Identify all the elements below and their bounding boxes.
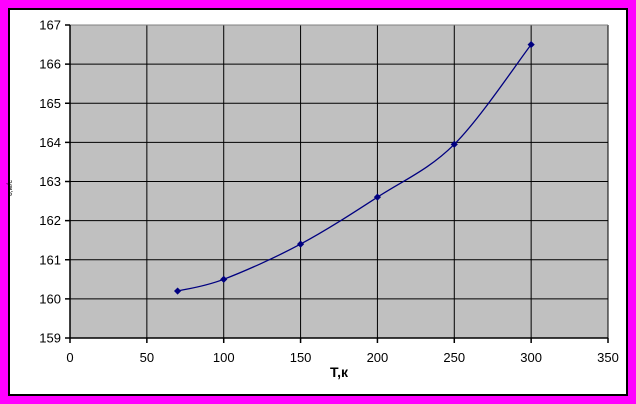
x-tick-label: 0	[66, 350, 73, 365]
data-point-marker	[296, 240, 305, 248]
x-tick-label: 200	[367, 350, 389, 365]
data-point-marker	[174, 287, 182, 295]
y-axis-title: υ,м/с	[7, 179, 14, 196]
x-tick-label: 300	[520, 350, 542, 365]
data-point-marker	[220, 275, 228, 283]
x-tick-label: 100	[213, 350, 235, 365]
y-tick-label: 164	[39, 135, 61, 150]
y-tick-label: 160	[39, 291, 61, 306]
x-tick-label: 250	[443, 350, 465, 365]
x-axis-title: Т,к	[330, 364, 349, 380]
y-tick-label: 165	[39, 96, 61, 111]
data-point-marker	[450, 140, 458, 148]
y-tick-label: 166	[39, 57, 61, 72]
y-tick-label: 163	[39, 174, 61, 189]
x-tick-label: 350	[597, 350, 619, 365]
data-point-marker	[373, 193, 382, 201]
x-tick-label: 50	[140, 350, 154, 365]
y-tick-label: 159	[39, 331, 61, 346]
y-tick-label: 161	[39, 252, 61, 267]
data-point-marker	[527, 40, 535, 49]
y-tick-label: 167	[39, 18, 61, 33]
x-tick-label: 150	[290, 350, 312, 365]
y-tick-label: 162	[39, 213, 61, 228]
